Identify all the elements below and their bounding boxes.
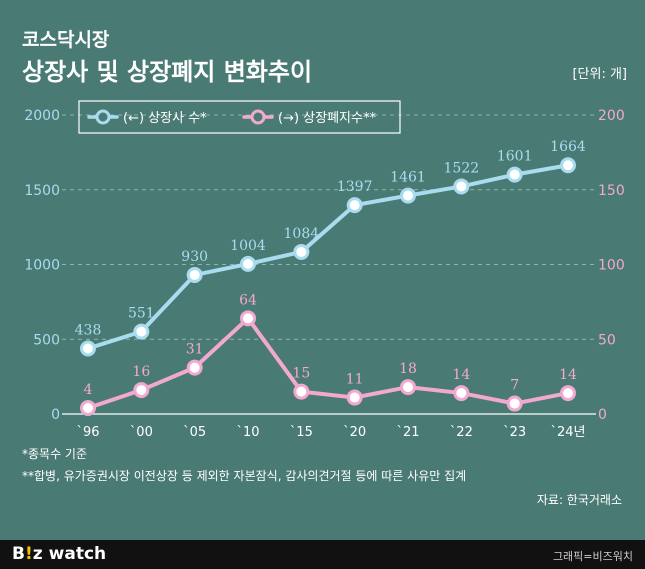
data-label-delisted: 11 [346,372,364,388]
data-point-listed [400,187,416,204]
data-point-listed [293,243,310,260]
data-point-delisted [453,385,470,402]
data-label-delisted: 14 [452,367,470,383]
series-line-delisted [86,316,570,411]
data-point-delisted [240,310,256,327]
data-label-listed: 1084 [284,226,320,242]
data-point-listed [133,323,150,340]
data-point-listed [506,166,523,183]
x-axis-tick-label: `22 [450,425,473,440]
x-axis-tick-label: `21 [396,425,419,440]
unit-label: [단위: 개] [572,67,627,82]
data-label-delisted: 16 [132,364,150,380]
data-point-delisted [80,400,96,417]
logo-exclamation: ! [24,544,33,564]
left-axis-tick-label: 2000 [24,108,60,124]
legend-delisted-marker [250,109,266,125]
x-axis-tick-label: `10 [236,425,259,440]
data-label-delisted: 7 [510,378,519,394]
chart: 코스닥시장 상장사 및 상장폐지 변화추이 [단위: 개] 0500100015… [22,29,627,507]
left-axis-tick-label: 500 [33,332,60,348]
data-point-listed [346,197,363,214]
right-axis-tick-label: 100 [598,258,625,274]
x-axis-tick-label: `15 [290,425,313,440]
right-axis: 0 50 100 150 200 [598,108,625,423]
x-axis-tick-label: `96 [76,425,99,440]
logo-letter-z: z [32,544,43,564]
x-axis-tick-label: `23 [503,425,526,440]
logo-letter-b: B [12,544,25,564]
legend: (←) 상장사 수* (→) 상장폐지수** [78,100,401,134]
data-label-listed: 930 [181,249,208,265]
data-label-listed: 438 [75,323,102,339]
data-label-delisted: 64 [239,292,257,308]
right-axis-tick-label: 50 [598,332,616,348]
left-axis-tick-label: 1000 [24,258,60,274]
note-1: *종목수 기준 [22,447,87,461]
x-axis: `96 `00 `05 `10 `15 `20 `21 `22 `23 `24년 [62,413,596,440]
chart-title: 상장사 및 상장폐지 변화추이 [22,58,312,86]
left-axis: 0 500 1000 1500 2000 [24,108,60,423]
data-point-delisted [400,379,416,396]
right-axis-tick-label: 150 [598,183,625,199]
data-point-delisted [560,385,576,402]
footer-bar: B!z watch 그래픽=비즈워치 [0,540,645,569]
data-label-listed: 1004 [230,238,266,254]
data-label-delisted: 15 [292,366,310,382]
left-axis-tick-label: 0 [51,407,60,423]
data-point-delisted [346,389,363,406]
data-point-listed [560,157,576,174]
legend-listed-label: (←) 상장사 수* [123,111,207,126]
data-point-listed [80,340,96,357]
data-point-listed [186,266,203,283]
data-label-listed: 1461 [390,170,426,186]
data-label-listed: 1601 [497,149,533,165]
x-axis-tick-label: `24년 [550,425,585,440]
right-axis-tick-label: 0 [598,407,607,423]
data-point-delisted [186,359,203,376]
data-label-delisted: 4 [84,382,93,398]
legend-box [78,100,401,134]
data-label-delisted: 18 [399,361,417,377]
grid [62,114,596,340]
data-label-listed: 551 [128,306,155,322]
data-label-listed: 1397 [337,179,373,195]
series: 4385519301004108413971461152216011664416… [75,139,586,417]
x-axis-tick-label: `05 [183,425,206,440]
x-axis-tick-label: `00 [130,425,153,440]
logo-word-watch: watch [48,544,107,564]
legend-delisted-label: (→) 상장폐지수** [278,111,376,126]
chart-kicker: 코스닥시장 [22,29,110,51]
note-2: **합병, 유가증권시장 이전상장 등 제외한 자본잠식, 감사의견거절 등에 … [22,469,466,483]
x-axis-tick-label: `20 [343,425,366,440]
legend-listed-marker [95,109,111,125]
left-axis-tick-label: 1500 [24,183,60,199]
bizwatch-logo: B!z watch [12,544,106,564]
data-label-listed: 1664 [550,139,586,155]
data-point-listed [240,255,256,272]
data-label-delisted: 14 [559,367,577,383]
series-line-listed [86,163,570,351]
data-point-delisted [133,382,150,399]
graphic-credit: 그래픽=비즈워치 [552,550,633,563]
data-point-listed [453,178,470,195]
source-label: 자료: 한국거래소 [537,493,622,507]
data-label-delisted: 31 [186,342,204,358]
data-point-delisted [506,395,523,412]
data-label-listed: 1522 [444,160,480,176]
right-axis-tick-label: 200 [598,108,625,124]
data-point-delisted [293,383,310,400]
